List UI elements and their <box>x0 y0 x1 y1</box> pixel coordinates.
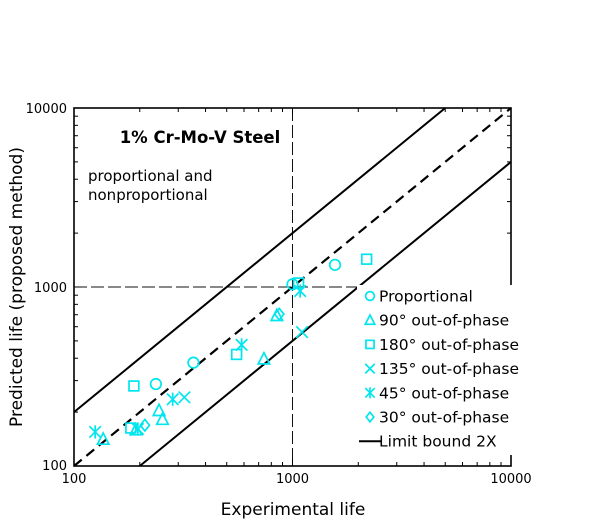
series-x <box>178 325 309 404</box>
legend-item-0: Proportional <box>364 288 473 306</box>
square-marker <box>365 339 375 350</box>
legend-label: Proportional <box>379 288 473 306</box>
triangle-marker <box>269 307 284 322</box>
legend-item-5: 30° out-of-phase <box>365 409 509 427</box>
ref-line-identity <box>73 107 512 467</box>
legend-label: 45° out-of-phase <box>379 384 509 402</box>
diamond-marker <box>273 307 285 322</box>
x-axis-title: Experimental life <box>221 500 366 520</box>
diamond-marker <box>365 410 375 424</box>
legend-label: 135° out-of-phase <box>379 360 519 378</box>
legend-label: Limit bound 2X <box>379 433 497 451</box>
circle-marker <box>328 258 342 271</box>
star-marker <box>131 422 145 436</box>
series-square <box>125 253 373 434</box>
star-marker <box>88 425 102 439</box>
square-marker <box>128 380 140 392</box>
series-star <box>88 284 307 439</box>
legend-item-2: 180° out-of-phase <box>365 336 519 354</box>
series-diamond <box>139 307 285 433</box>
triangle-marker <box>151 402 167 417</box>
legend-label: 90° out-of-phase <box>379 312 509 330</box>
y-axis-title: Predicted life (proposed method) <box>7 147 27 427</box>
data-points <box>88 253 373 446</box>
x-tick-label-1000: 1000 <box>276 472 309 487</box>
legend-item-1: 90° out-of-phase <box>363 312 509 330</box>
y-tick-label-10000: 10000 <box>26 102 67 117</box>
triangle-marker <box>96 431 111 446</box>
square-marker <box>360 253 373 265</box>
plot-annotation-subtitle-line2: nonproportional <box>88 186 208 204</box>
star-marker <box>293 284 307 298</box>
legend-item-3: 135° out-of-phase <box>364 360 519 378</box>
circle-marker <box>149 377 163 391</box>
circle-marker <box>286 278 299 291</box>
square-marker <box>292 277 305 289</box>
legend-item-4: 45° out-of-phase <box>364 384 509 402</box>
diamond-marker <box>139 418 151 433</box>
star-marker <box>166 392 180 406</box>
x-marker <box>295 325 309 339</box>
reference-lines <box>73 107 512 467</box>
triangle-marker <box>155 411 170 426</box>
legend: Proportional 90° out-of-phase 180° out-of-… <box>357 285 541 455</box>
series-circle <box>149 258 342 391</box>
x-marker <box>364 363 376 374</box>
x-marker <box>178 390 191 404</box>
x-tick-label-10000: 10000 <box>490 472 531 487</box>
legend-item-6: Limit bound 2X <box>359 433 497 451</box>
star-marker <box>235 338 248 352</box>
series-triangle <box>96 307 284 446</box>
circle-marker <box>364 290 376 302</box>
y-tick-label-100: 100 <box>42 459 67 474</box>
plot-annotation-subtitle-line1: proportional and <box>88 167 212 185</box>
ref-line-upper-bound-2x <box>73 107 446 413</box>
triangle-marker <box>363 313 377 326</box>
legend-label: 180° out-of-phase <box>379 336 519 354</box>
legend-label: 30° out-of-phase <box>379 409 509 427</box>
triangle-marker <box>256 350 272 365</box>
plot-annotation-title: 1% Cr-Mo-V Steel <box>120 128 281 147</box>
y-tick-label-1000: 1000 <box>34 281 67 296</box>
circle-marker <box>187 356 200 369</box>
x-tick-label-100: 100 <box>62 472 87 487</box>
star-marker <box>364 387 376 399</box>
ref-line-lower-bound-2x <box>139 161 512 467</box>
